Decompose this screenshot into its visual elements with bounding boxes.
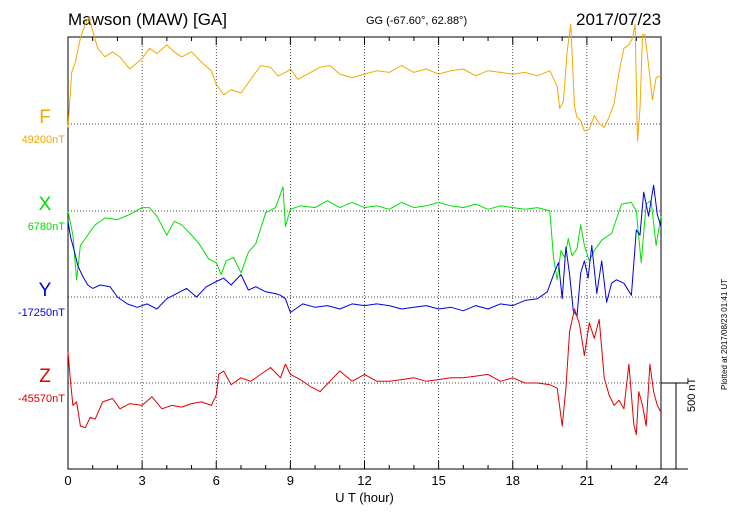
series-line-y xyxy=(67,184,662,317)
x-tick-label: 24 xyxy=(654,473,668,488)
x-tick-label: 0 xyxy=(64,473,71,488)
series-label-x: X xyxy=(39,194,52,215)
plotted-timestamp: Plotted at 2017/08/23 01:41 UT xyxy=(720,278,729,390)
x-tick-label: 15 xyxy=(431,473,445,488)
series-line-x xyxy=(67,186,662,281)
date-label: 2017/07/23 xyxy=(576,10,662,29)
x-tick-label: 12 xyxy=(357,473,371,488)
x-tick-label: 9 xyxy=(287,473,294,488)
series-line-f xyxy=(67,16,662,142)
series-line-z xyxy=(67,308,662,436)
x-tick-label: 6 xyxy=(213,473,220,488)
series-label-f: F xyxy=(39,107,51,128)
series-label-z: Z xyxy=(39,366,51,387)
baseline-label-z: -45570nT xyxy=(18,393,65,405)
x-tick-label: 18 xyxy=(506,473,520,488)
series-label-y: Y xyxy=(39,280,52,301)
baseline-label-y: -17250nT xyxy=(18,307,65,319)
station-title: Mawson (MAW) [GA] xyxy=(68,10,227,29)
baseline-label-x: 6780nT xyxy=(28,221,66,233)
scale-bar-label: 500 nT xyxy=(686,377,698,412)
x-tick-label: 3 xyxy=(139,473,146,488)
x-tick-label: 21 xyxy=(580,473,594,488)
x-axis-label: U T (hour) xyxy=(335,490,394,505)
baseline-label-f: 49200nT xyxy=(22,134,66,146)
geographic-coordinates: GG (-67.60°, 62.88°) xyxy=(366,15,468,27)
